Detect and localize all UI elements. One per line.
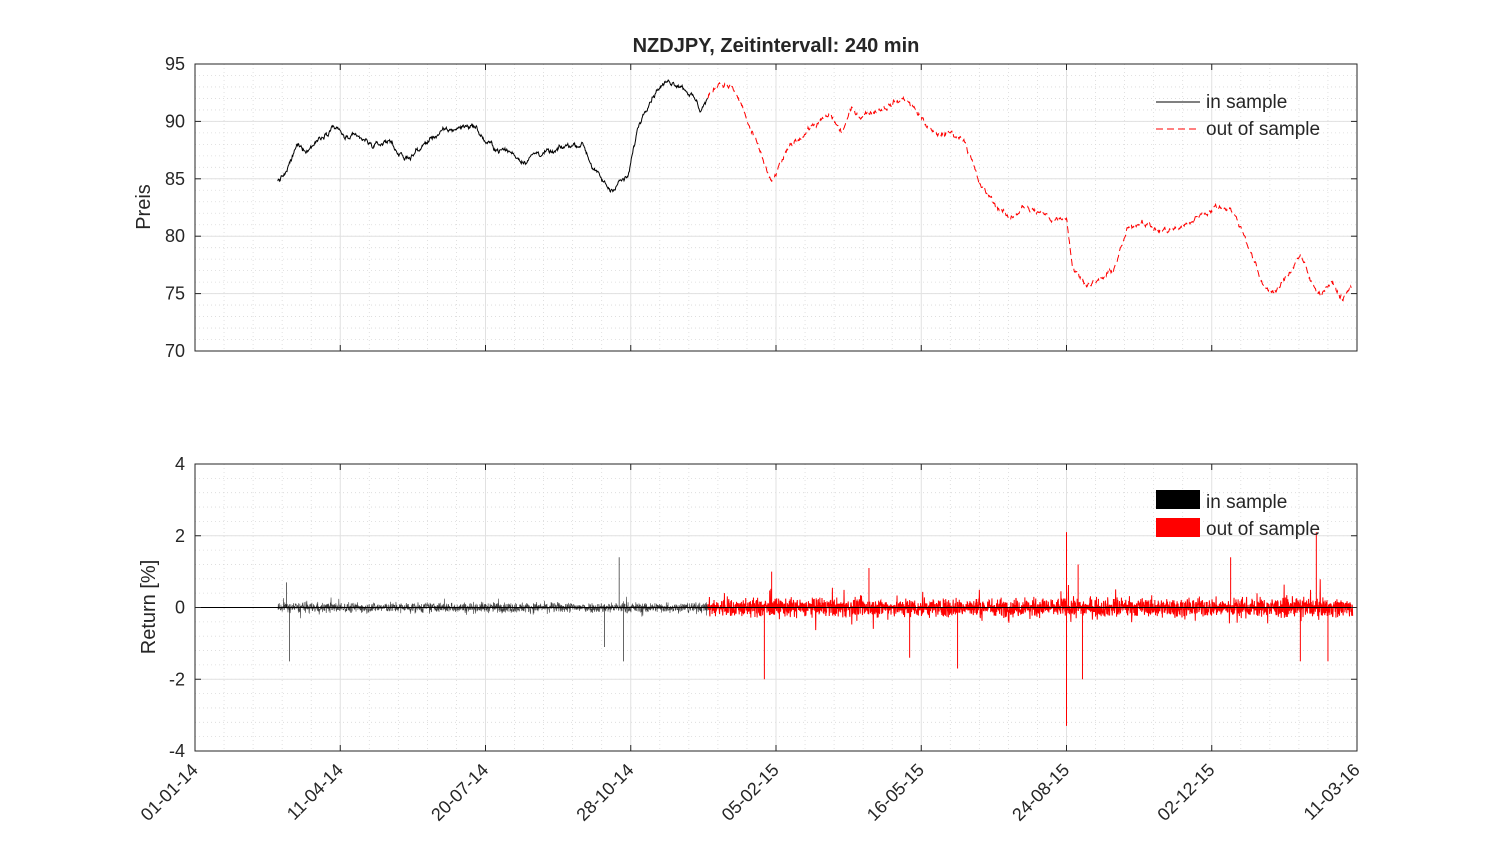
legend-label-in-sample: in sample — [1206, 92, 1287, 113]
y-tick-label: 2 — [175, 526, 185, 546]
legend-label-in-sample: in sample — [1206, 492, 1287, 513]
return-axes: -4 -2 0 2 4 Return [%] in sample out of samp… — [138, 454, 1358, 761]
price-ticks: 70 75 80 85 90 95 — [165, 54, 1358, 361]
legend-swatch-out-of-sample — [1156, 518, 1200, 537]
price-legend: in sample out of sample — [1156, 92, 1320, 140]
y-tick-label: 4 — [175, 454, 185, 474]
y-tick-label: 85 — [165, 169, 185, 189]
chart-title: NZDJPY, Zeitintervall: 240 min — [633, 35, 920, 57]
y-tick-label: 70 — [165, 341, 185, 361]
y-tick-label: 90 — [165, 111, 185, 131]
price-series — [277, 79, 1352, 302]
y-tick-label: -2 — [169, 669, 185, 689]
return-line-out-of-sample — [707, 579, 1354, 631]
legend-label-out-of-sample: out of sample — [1206, 119, 1320, 140]
price-line-in-sample — [277, 79, 708, 193]
y-tick-label: 0 — [175, 598, 185, 618]
y-tick-label: 75 — [165, 284, 185, 304]
return-ticks: -4 -2 0 2 4 — [169, 454, 1358, 761]
y-tick-label: 80 — [165, 226, 185, 246]
legend-swatch-in-sample — [1156, 490, 1200, 509]
y-tick-label: 95 — [165, 54, 185, 74]
y-tick-label: -4 — [169, 741, 185, 761]
return-y-axis-label: Return [%] — [138, 560, 160, 654]
return-series — [195, 532, 1357, 726]
legend-label-out-of-sample: out of sample — [1206, 519, 1320, 540]
return-line-in-sample — [277, 596, 709, 619]
price-line-out-of-sample — [707, 81, 1352, 302]
return-legend: in sample out of sample — [1156, 490, 1320, 540]
price-axes: 70 75 80 85 90 95 NZDJPY, Zeitintervall: 240 … — [133, 35, 1358, 361]
price-y-axis-label: Preis — [133, 184, 155, 230]
